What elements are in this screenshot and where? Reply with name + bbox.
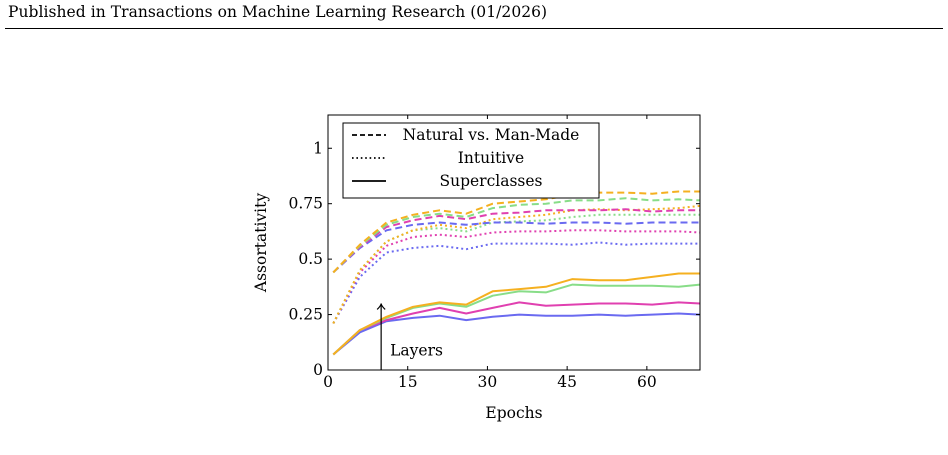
y-tick-label: 0 [313, 361, 323, 379]
x-axis-label: Epochs [485, 404, 542, 422]
series-line-solid-3 [332, 283, 701, 356]
series-line-dashed-2 [332, 208, 700, 274]
header-rule [5, 28, 943, 29]
legend-label-dashed: Natural vs. Man-Made [403, 126, 580, 144]
series-line-dashed-4 [332, 190, 700, 274]
series-line-solid-1 [332, 312, 701, 356]
series-line-dashed-1 [332, 221, 700, 274]
axes-layer [327, 114, 701, 371]
x-tick-label: 45 [557, 373, 577, 391]
series-line-dashed-3 [332, 197, 701, 274]
series-line-solid-4 [332, 272, 700, 356]
running-header: Published in Transactions on Machine Lea… [8, 3, 548, 21]
ticks-layer: 0 15 30 45 60 0 0.25 0.5 0.75 1 [288, 115, 700, 391]
series-line-dotted-1 [332, 241, 700, 324]
y-tick-label: 1 [313, 139, 323, 157]
series-layer [332, 190, 701, 356]
plot-frame [327, 114, 701, 371]
y-tick-label: 0.75 [288, 195, 323, 213]
layers-annotation-label: Layers [390, 342, 443, 360]
y-tick-label: 0.25 [288, 306, 323, 324]
legend-label-solid: Superclasses [439, 172, 542, 190]
y-tick-label: 0.5 [298, 250, 323, 268]
x-tick-label: 15 [398, 373, 418, 391]
series-line-solid-2 [332, 301, 701, 356]
annotation-layer: Layers [376, 303, 443, 370]
legend: Natural vs. Man-Made Intuitive Superclasse… [342, 122, 600, 199]
x-tick-label: 30 [478, 373, 498, 391]
x-tick-label: 0 [323, 373, 333, 391]
series-line-dotted-3 [332, 213, 700, 324]
legend-label-dotted: Intuitive [458, 149, 524, 167]
y-axis-label: Assortativity [252, 193, 270, 293]
x-tick-label: 60 [637, 373, 657, 391]
series-line-dotted-4 [332, 204, 701, 324]
